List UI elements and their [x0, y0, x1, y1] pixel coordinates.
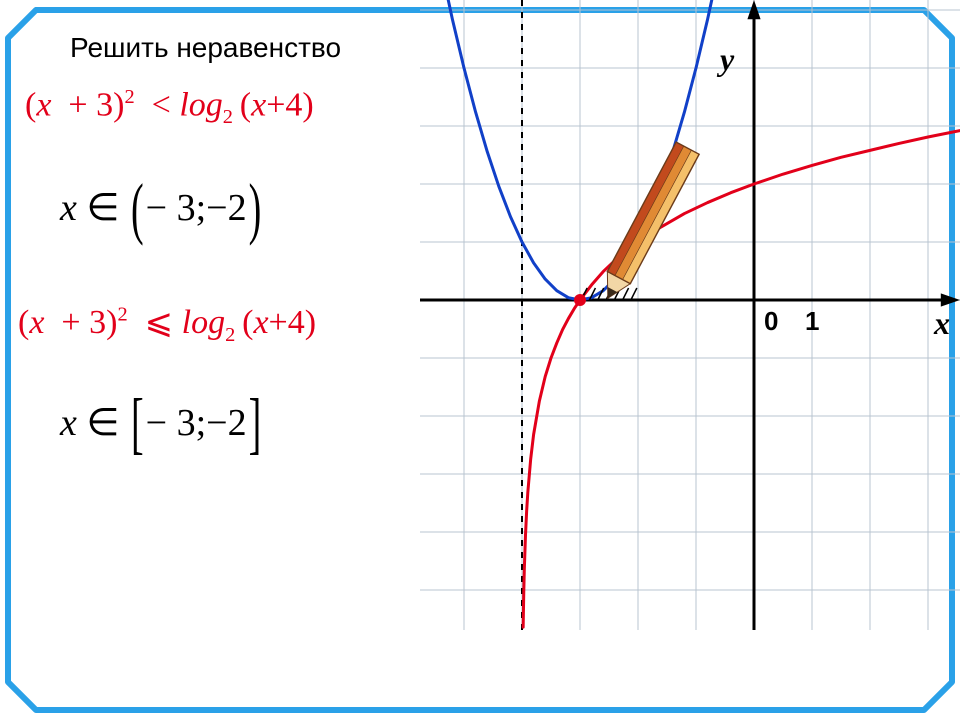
- svg-text:0: 0: [764, 306, 778, 336]
- graph-plot: y x 01: [420, 0, 960, 630]
- svg-text:x: x: [933, 305, 950, 341]
- solution-closed-interval: x ∈ [− 3;−2]: [60, 400, 263, 445]
- solution-open-interval: x ∈ (− 3;−2): [60, 185, 263, 230]
- svg-text:1: 1: [805, 306, 819, 336]
- inequality-strict: (x + 3)2 < log2 (x+4): [25, 86, 314, 129]
- svg-text:y: y: [716, 41, 735, 77]
- slide-title: Решить неравенство: [70, 32, 341, 64]
- inequality-nonstrict: (x + 3)2 ⩽ log2 (x+4): [18, 302, 316, 347]
